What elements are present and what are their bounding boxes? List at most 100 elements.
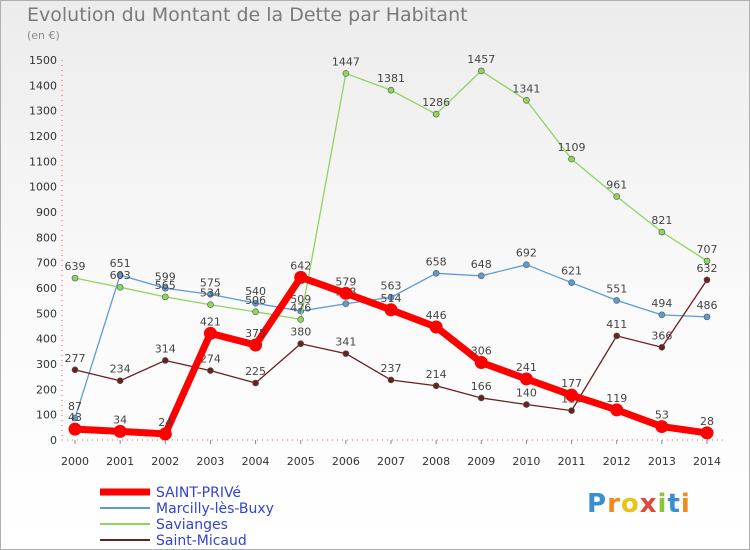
- data-label: 551: [606, 282, 627, 295]
- data-label: 241: [516, 361, 537, 374]
- x-tick-label: 2010: [512, 455, 540, 468]
- data-point: [523, 96, 530, 104]
- data-label: 563: [381, 279, 402, 292]
- data-point: [432, 382, 440, 390]
- data-label: 274: [200, 353, 221, 366]
- data-point: [158, 427, 172, 441]
- data-point: [384, 303, 398, 317]
- x-tick-label: 2009: [467, 455, 495, 468]
- data-point: [207, 367, 214, 374]
- x-tick-label: 2002: [151, 455, 179, 468]
- data-point: [655, 420, 669, 434]
- data-label: 514: [381, 292, 402, 305]
- data-label: 821: [651, 214, 672, 227]
- y-tick-label: 1300: [29, 105, 57, 118]
- data-label: 234: [110, 363, 131, 376]
- data-label: 1286: [422, 96, 450, 109]
- x-tick-label: 2012: [603, 455, 631, 468]
- data-label: 1341: [512, 82, 540, 95]
- data-point: [342, 300, 350, 308]
- chart-subtitle: (en €): [27, 29, 60, 42]
- x-tick-label: 2001: [106, 455, 134, 468]
- y-tick-label: 200: [36, 383, 57, 396]
- data-label: 506: [245, 294, 266, 307]
- data-point: [658, 228, 666, 236]
- data-point: [432, 270, 440, 277]
- y-tick-label: 500: [36, 307, 57, 320]
- data-point: [568, 279, 575, 286]
- data-point: [161, 284, 169, 292]
- legend-label: Savianges: [156, 517, 228, 533]
- x-tick-label: 2007: [377, 455, 405, 468]
- data-label: 306: [471, 344, 492, 357]
- data-label: 421: [200, 315, 221, 328]
- data-label: 446: [426, 309, 447, 322]
- data-label: 225: [245, 365, 266, 378]
- y-tick-label: 1400: [29, 79, 57, 92]
- data-point: [700, 426, 714, 440]
- data-point: [249, 338, 263, 352]
- data-label: 648: [471, 258, 492, 271]
- data-label: 1457: [467, 53, 495, 66]
- data-label: 639: [65, 260, 86, 273]
- data-label: 43: [68, 411, 82, 424]
- data-point: [429, 320, 443, 334]
- x-tick-label: 2013: [648, 455, 676, 468]
- data-label: 476: [290, 301, 311, 314]
- data-label: 341: [335, 336, 356, 349]
- data-label: 599: [155, 270, 176, 283]
- data-point: [252, 308, 259, 316]
- data-point: [161, 293, 169, 301]
- data-point: [342, 350, 350, 357]
- legend-label: Marcilly-lès-Buxy: [156, 501, 274, 517]
- x-tick-label: 2014: [693, 455, 721, 468]
- data-point: [610, 403, 624, 417]
- data-point: [294, 270, 308, 284]
- legend-label: Saint-Micaud: [156, 533, 247, 549]
- y-tick-label: 100: [36, 409, 57, 422]
- data-point: [613, 332, 621, 340]
- data-point: [477, 394, 485, 402]
- data-label: 380: [290, 326, 311, 339]
- data-label: 579: [335, 275, 356, 288]
- data-label: 28: [700, 415, 714, 428]
- data-label: 707: [697, 243, 718, 256]
- data-label: 34: [113, 413, 127, 426]
- data-point: [207, 301, 214, 309]
- y-tick-label: 300: [36, 358, 57, 371]
- data-label: 53: [655, 409, 669, 422]
- data-point: [432, 110, 440, 118]
- data-label: 177: [561, 377, 582, 390]
- data-point: [252, 379, 259, 387]
- y-tick-label: 1500: [29, 54, 57, 67]
- data-point: [658, 311, 666, 319]
- data-label: 237: [381, 362, 402, 375]
- y-tick-label: 900: [36, 206, 57, 219]
- data-point: [71, 274, 79, 282]
- data-label: 692: [516, 247, 537, 260]
- data-point: [297, 316, 305, 323]
- data-label: 87: [68, 400, 82, 413]
- y-tick-label: 0: [50, 434, 57, 447]
- data-label: 621: [561, 265, 582, 278]
- data-point: [342, 70, 350, 77]
- data-label: 961: [606, 179, 627, 192]
- data-point: [71, 414, 79, 422]
- x-tick-label: 2006: [332, 455, 360, 468]
- data-point: [613, 297, 621, 304]
- data-point: [161, 357, 169, 364]
- data-point: [116, 283, 124, 291]
- data-point: [116, 377, 124, 385]
- x-tick-label: 2004: [242, 455, 270, 468]
- data-label: 1109: [558, 141, 586, 154]
- data-label: 603: [110, 269, 131, 282]
- data-label: 214: [426, 368, 447, 381]
- x-tick-label: 2008: [422, 455, 450, 468]
- data-point: [568, 155, 575, 163]
- data-label: 651: [110, 257, 131, 270]
- data-label: 1381: [377, 72, 405, 85]
- data-label: 24: [158, 416, 172, 429]
- data-point: [703, 257, 711, 265]
- x-tick-label: 2003: [196, 455, 224, 468]
